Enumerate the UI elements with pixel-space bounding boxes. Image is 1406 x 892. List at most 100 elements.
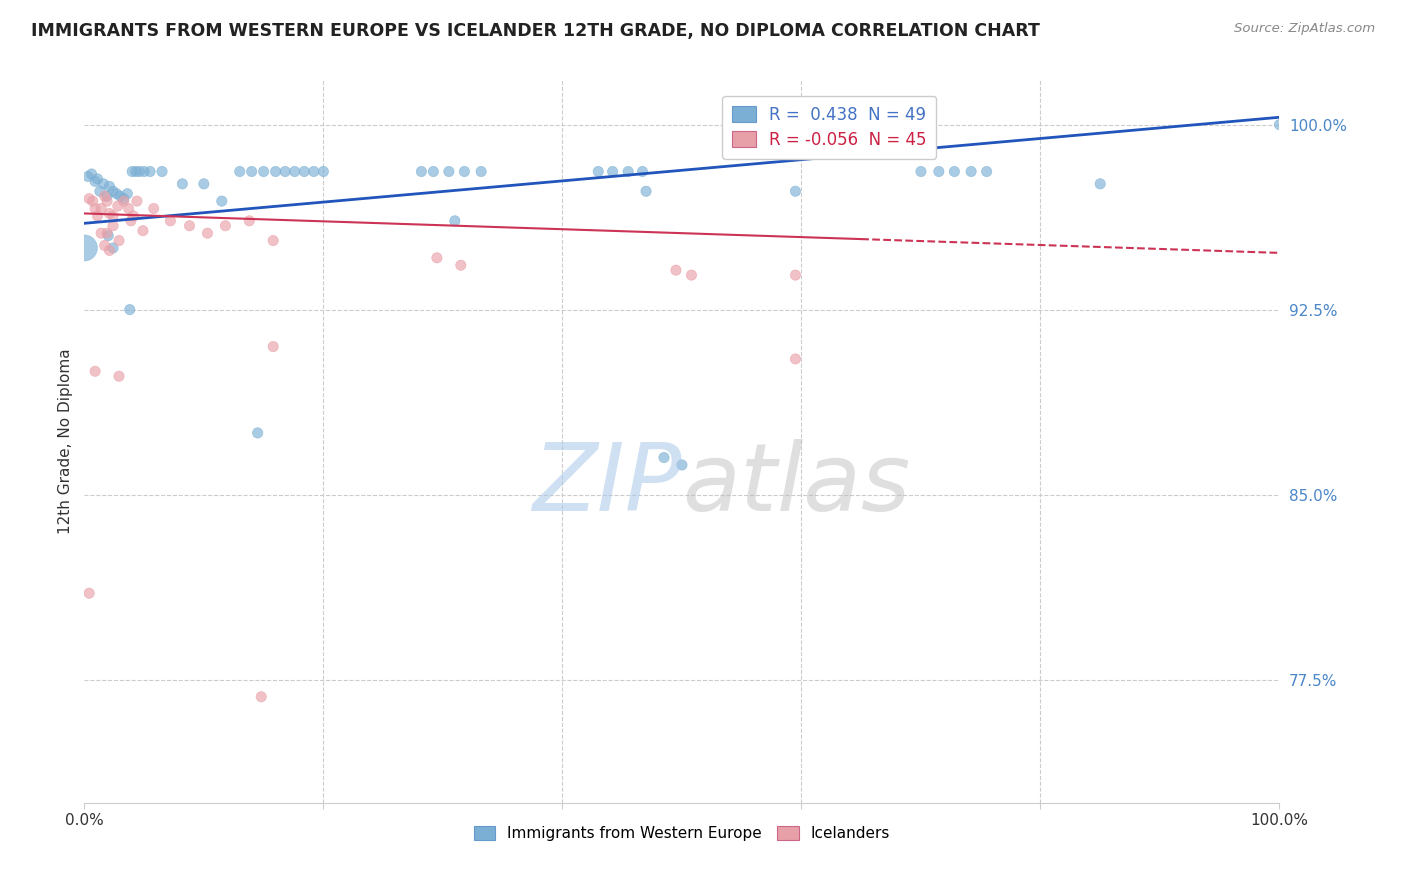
Point <box>652 450 675 465</box>
Point <box>274 164 297 178</box>
Point <box>976 164 998 178</box>
Point <box>101 241 124 255</box>
Point <box>112 194 135 208</box>
Point <box>302 164 325 178</box>
Point <box>93 238 115 252</box>
Point <box>101 219 124 233</box>
Point <box>105 186 128 201</box>
Point <box>96 194 118 208</box>
Point <box>262 340 284 354</box>
Point <box>93 177 115 191</box>
Point <box>1268 118 1291 132</box>
Point <box>785 184 807 198</box>
Point <box>284 164 307 178</box>
Point <box>453 164 475 178</box>
Point <box>77 586 100 600</box>
Point <box>77 192 100 206</box>
Point <box>120 214 142 228</box>
Point <box>122 209 145 223</box>
Point <box>125 194 148 208</box>
Text: IMMIGRANTS FROM WESTERN EUROPE VS ICELANDER 12TH GRADE, NO DIPLOMA CORRELATION C: IMMIGRANTS FROM WESTERN EUROPE VS ICELAN… <box>31 22 1040 40</box>
Point <box>159 214 181 228</box>
Point <box>928 164 950 178</box>
Point <box>117 186 139 201</box>
Text: ZIP: ZIP <box>533 440 682 531</box>
Point <box>292 164 315 178</box>
Point <box>108 234 131 248</box>
Point <box>179 219 201 233</box>
Point <box>636 184 658 198</box>
Point <box>97 228 120 243</box>
Point <box>617 164 640 178</box>
Legend: Immigrants from Western Europe, Icelanders: Immigrants from Western Europe, Icelande… <box>467 820 897 847</box>
Point <box>253 164 276 178</box>
Point <box>73 241 96 255</box>
Point <box>125 164 148 178</box>
Point <box>84 364 107 378</box>
Point <box>98 206 121 220</box>
Point <box>671 458 693 472</box>
Point <box>90 202 112 216</box>
Point <box>118 302 141 317</box>
Point <box>437 164 460 178</box>
Point <box>422 164 444 178</box>
Point <box>90 226 112 240</box>
Point <box>128 164 150 178</box>
Point <box>229 164 252 178</box>
Point <box>98 179 121 194</box>
Point <box>96 226 118 240</box>
Point <box>77 169 100 184</box>
Point <box>588 164 610 178</box>
Point <box>84 202 107 216</box>
Point <box>470 164 492 178</box>
Point <box>240 164 263 178</box>
Point <box>197 226 219 240</box>
Point <box>172 177 194 191</box>
Point <box>112 192 135 206</box>
Point <box>211 194 233 208</box>
Point <box>86 172 108 186</box>
Text: Source: ZipAtlas.com: Source: ZipAtlas.com <box>1234 22 1375 36</box>
Point <box>960 164 983 178</box>
Point <box>238 214 260 228</box>
Point <box>411 164 433 178</box>
Point <box>108 369 131 384</box>
Point <box>89 184 111 198</box>
Point <box>82 194 104 208</box>
Point <box>250 690 273 704</box>
Point <box>107 199 129 213</box>
Point <box>101 184 124 198</box>
Point <box>214 219 236 233</box>
Point <box>681 268 703 282</box>
Point <box>444 214 467 228</box>
Point <box>785 268 807 282</box>
Point <box>132 224 155 238</box>
Point <box>426 251 449 265</box>
Point <box>110 189 132 203</box>
Point <box>262 234 284 248</box>
Point <box>117 202 139 216</box>
Point <box>943 164 966 178</box>
Point <box>193 177 215 191</box>
Point <box>264 164 287 178</box>
Point <box>785 351 807 366</box>
Point <box>93 189 115 203</box>
Point <box>132 164 156 178</box>
Point <box>665 263 688 277</box>
Point <box>450 258 472 272</box>
Point <box>80 167 103 181</box>
Point <box>1090 177 1112 191</box>
Point <box>121 164 143 178</box>
Point <box>84 174 107 188</box>
Point <box>96 189 118 203</box>
Point <box>139 164 162 178</box>
Y-axis label: 12th Grade, No Diploma: 12th Grade, No Diploma <box>58 349 73 534</box>
Point <box>98 244 121 258</box>
Point <box>101 209 124 223</box>
Point <box>150 164 173 178</box>
Point <box>602 164 624 178</box>
Text: atlas: atlas <box>682 440 910 531</box>
Point <box>246 425 269 440</box>
Point <box>312 164 335 178</box>
Point <box>631 164 654 178</box>
